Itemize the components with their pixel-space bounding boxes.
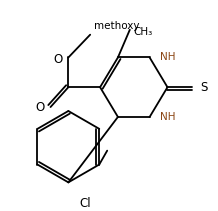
Text: S: S (200, 81, 208, 94)
Text: NH: NH (160, 53, 175, 62)
Text: methoxy: methoxy (94, 21, 140, 31)
Text: O: O (53, 53, 62, 66)
Text: NH: NH (160, 112, 175, 122)
Text: CH₃: CH₃ (134, 27, 153, 37)
Text: Cl: Cl (79, 197, 91, 210)
Text: O: O (35, 100, 44, 114)
